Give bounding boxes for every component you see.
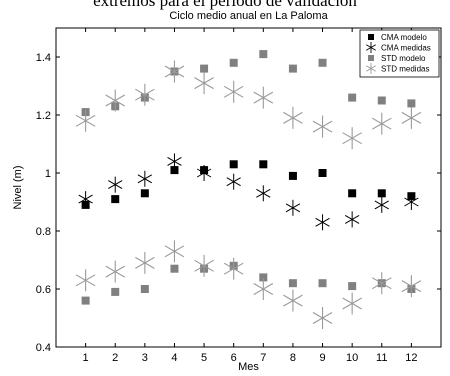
data-point-asterisk	[135, 83, 155, 106]
data-point-square	[348, 189, 357, 198]
y-tick-label: 1	[45, 168, 51, 180]
figure-caption: extremos para el período de validación	[93, 0, 357, 10]
data-point-asterisk	[315, 214, 330, 231]
data-point-square	[229, 58, 238, 67]
data-point-asterisk	[105, 260, 126, 283]
x-tick-label: 7	[260, 352, 266, 364]
data-point-asterisk	[135, 251, 155, 274]
data-point-asterisk	[374, 196, 389, 213]
data-point-asterisk	[226, 173, 241, 190]
data-point-asterisk	[371, 112, 392, 135]
data-point-asterisk	[108, 176, 123, 193]
data-point-square	[259, 273, 268, 282]
y-tick-label: 1.2	[36, 110, 51, 122]
data-point-square	[288, 279, 297, 288]
data-point-asterisk	[167, 153, 182, 170]
data-point-asterisk	[75, 269, 96, 292]
data-point-square	[348, 93, 357, 102]
x-tick-label: 12	[405, 352, 417, 364]
legend-label: STD medidas	[381, 65, 429, 74]
data-point-asterisk	[401, 106, 422, 129]
data-point-square	[111, 195, 120, 204]
data-point-square	[377, 96, 386, 105]
data-point-asterisk	[164, 60, 185, 83]
data-marks	[75, 50, 422, 329]
data-point-asterisk	[283, 106, 303, 129]
legend-label: CMA modelo	[381, 33, 427, 42]
data-point-asterisk	[312, 307, 333, 329]
x-tick-label: 10	[346, 352, 358, 364]
x-axis-label: Mes	[238, 361, 259, 373]
data-point-square	[200, 64, 209, 73]
y-axis-label: Nivel (m)	[12, 166, 24, 210]
data-point-asterisk	[223, 257, 244, 280]
data-point-asterisk	[196, 165, 212, 181]
data-point-square	[318, 279, 327, 288]
data-point-asterisk	[164, 240, 185, 263]
data-point-square	[318, 169, 327, 177]
data-point-square	[140, 285, 149, 293]
legend-marker-asterisk	[366, 63, 376, 74]
chart-title: Ciclo medio anual en La Paloma	[169, 10, 328, 22]
data-point-asterisk	[75, 109, 96, 132]
data-point-asterisk	[223, 80, 244, 103]
data-point-asterisk	[371, 272, 392, 295]
data-point-asterisk	[253, 86, 274, 109]
data-point-square	[229, 160, 238, 169]
data-point-asterisk	[105, 89, 126, 112]
y-tick-label: 1.4	[36, 52, 51, 64]
legend-label: CMA medidas	[381, 44, 431, 53]
data-point-square	[170, 264, 179, 273]
data-point-square	[288, 64, 297, 73]
data-point-square	[81, 296, 90, 305]
data-point-asterisk	[285, 199, 301, 216]
data-point-asterisk	[78, 191, 93, 208]
legend-label: STD modelo	[381, 54, 426, 63]
data-point-square	[259, 160, 268, 169]
data-point-asterisk	[312, 115, 333, 138]
x-tick-label: 8	[290, 352, 296, 364]
data-point-square	[170, 166, 179, 175]
y-tick-label: 0.8	[36, 226, 51, 238]
data-point-square	[377, 189, 386, 198]
legend-marker-square	[368, 55, 374, 61]
data-point-square	[259, 50, 268, 59]
data-point-asterisk	[404, 194, 419, 210]
x-tick-label: 9	[319, 352, 325, 364]
data-point-square	[348, 282, 357, 291]
data-point-square	[407, 99, 416, 108]
data-point-asterisk	[256, 185, 271, 202]
x-tick-label: 1	[83, 352, 89, 364]
data-point-asterisk	[194, 254, 214, 277]
data-point-asterisk	[137, 170, 153, 187]
data-point-asterisk	[283, 289, 303, 312]
y-tick-label: 0.6	[36, 284, 51, 296]
legend-marker-square	[368, 34, 374, 40]
x-tick-label: 6	[231, 352, 237, 364]
data-point-square	[140, 189, 149, 198]
data-point-square	[111, 287, 120, 296]
data-point-asterisk	[342, 127, 362, 150]
x-tick-label: 4	[171, 352, 177, 364]
x-tick-label: 2	[112, 352, 118, 364]
data-point-asterisk	[401, 275, 422, 298]
data-point-square	[288, 171, 297, 180]
data-point-square	[318, 58, 327, 67]
data-point-asterisk	[194, 72, 214, 95]
legend-marker-asterisk	[366, 42, 376, 53]
x-tick-label: 3	[142, 352, 148, 364]
data-point-asterisk	[253, 278, 274, 300]
x-tick-label: 5	[201, 352, 207, 364]
x-tick-label: 11	[376, 352, 387, 364]
axis-ticks: 1 2 3 4 5 6 7 8 9 10 11 120.40.60.811.21.4	[36, 28, 441, 364]
data-point-asterisk	[342, 292, 362, 315]
y-tick-label: 0.4	[36, 342, 51, 354]
data-point-asterisk	[344, 211, 360, 228]
